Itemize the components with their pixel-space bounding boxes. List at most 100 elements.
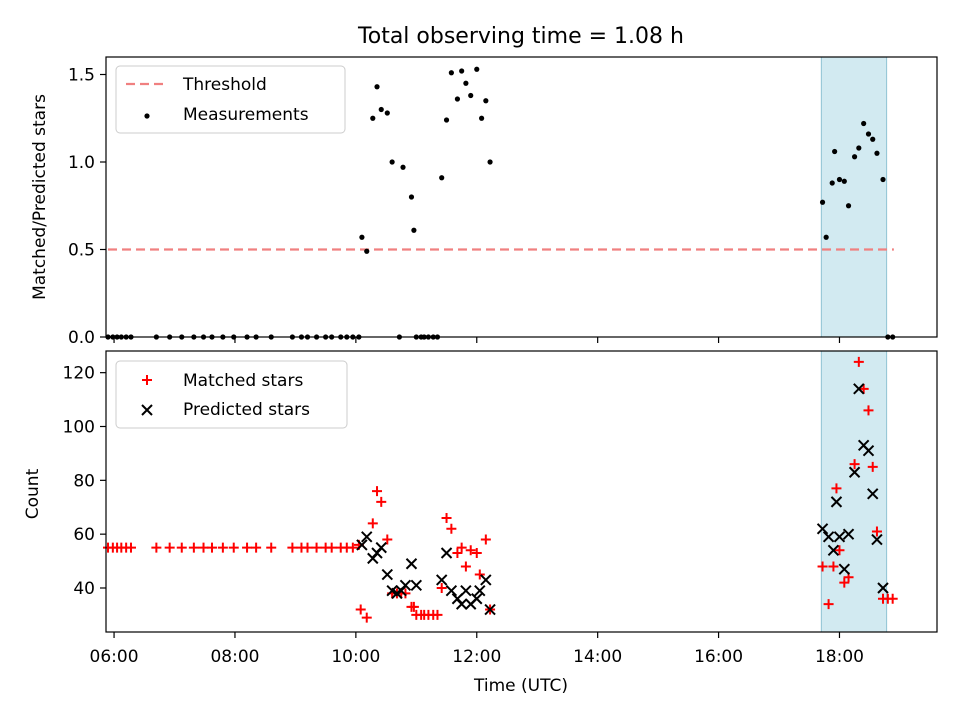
matched-star-marker — [164, 542, 175, 553]
matched-star-marker — [376, 496, 387, 507]
measurement-point — [845, 203, 852, 209]
legend-measurement-swatch — [144, 113, 150, 119]
predicted-star-marker — [440, 547, 453, 559]
matched-star-marker — [887, 593, 898, 604]
count-x-tick-label: 10:00 — [331, 647, 380, 667]
matched-star-marker — [228, 542, 239, 553]
legend-matched-label: Matched stars — [183, 371, 303, 391]
measurement-point — [374, 84, 380, 90]
matched-stars-points — [103, 356, 898, 623]
matched-star-marker — [125, 542, 136, 553]
measurement-point — [378, 106, 384, 113]
matched-star-marker — [242, 542, 253, 553]
legend-box — [115, 360, 348, 429]
measurement-point — [408, 194, 415, 200]
measurement-point — [823, 234, 829, 240]
predicted-star-marker — [484, 603, 496, 616]
measurement-point — [411, 227, 417, 233]
matched-star-marker — [817, 561, 828, 572]
count-x-tick-label: 06:00 — [90, 647, 139, 667]
predicted-star-marker — [838, 563, 851, 575]
predicted-star-marker — [405, 558, 418, 570]
matched-star-marker — [871, 526, 882, 537]
ratio-axes: 0.0 0.5 1.0 1.5 — [68, 56, 938, 348]
predicted-star-marker — [871, 533, 883, 546]
predicted-star-marker — [822, 531, 835, 543]
matched-star-marker — [831, 483, 842, 494]
predicted-star-marker — [471, 593, 483, 605]
predicted-star-marker — [410, 579, 423, 592]
predicted-star-marker — [877, 582, 889, 594]
legend-predicted-swatch — [141, 404, 153, 416]
count-x-tick-label: 16:00 — [694, 647, 743, 667]
measurement-point — [819, 199, 826, 205]
measurement-point — [870, 136, 876, 142]
measurement-point — [364, 248, 370, 254]
measurement-point — [459, 68, 465, 74]
measurement-point — [443, 117, 450, 123]
measurement-point — [359, 234, 365, 240]
count-y-tick-label: 40 — [73, 579, 95, 599]
predicted-star-marker — [848, 466, 861, 478]
predicted-star-marker — [827, 544, 840, 557]
measurement-point — [463, 80, 469, 86]
x-axis-label: Time (UTC) — [473, 676, 568, 696]
legend-measurement-label: Measurements — [183, 105, 309, 125]
ratio-y-tick-label: 0.0 — [68, 328, 95, 348]
matched-star-marker — [367, 518, 378, 529]
measurement-point — [865, 131, 872, 137]
predicted-star-marker — [460, 584, 472, 597]
matched-star-marker — [446, 523, 457, 534]
measurement-point — [389, 159, 395, 165]
predicted-star-marker — [399, 579, 412, 592]
predicted-star-marker — [375, 541, 387, 554]
predicted-star-marker — [842, 528, 855, 540]
matched-star-marker — [188, 542, 199, 553]
measurement-point — [832, 148, 838, 155]
count-x-tick-label: 12:00 — [452, 647, 501, 667]
matched-star-marker — [302, 542, 313, 553]
measurement-point — [468, 92, 474, 99]
legend-matched-swatch — [142, 375, 152, 385]
predicted-star-marker — [435, 574, 448, 586]
matched-star-marker — [151, 542, 162, 553]
matched-star-marker — [839, 577, 850, 588]
count-y-tick-label: 120 — [63, 364, 95, 384]
matched-star-marker — [441, 513, 452, 524]
predicted-star-marker — [816, 523, 829, 535]
matched-star-marker — [460, 561, 471, 572]
matched-star-marker — [834, 545, 845, 556]
predicted-star-marker — [474, 584, 486, 597]
measurement-point — [448, 70, 454, 76]
predicted-stars-points — [356, 383, 889, 616]
highlight-span — [820, 56, 888, 338]
count-axes: 40 60 80 100 120 06:00 08:00 10:00 12:00 14:00 16:… — [63, 350, 938, 667]
matched-star-marker — [853, 356, 864, 367]
matched-star-marker — [867, 461, 878, 472]
measurement-point — [474, 66, 480, 72]
matched-star-marker — [436, 582, 447, 593]
matched-star-marker — [382, 534, 393, 545]
matched-star-marker — [858, 383, 869, 394]
predicted-star-marker — [862, 445, 875, 457]
legend-predicted-label: Predicted stars — [183, 400, 310, 420]
measurement-point — [370, 115, 376, 121]
matched-star-marker — [471, 548, 482, 559]
ratio-legend: Threshold Measurements — [115, 65, 346, 134]
measurement-point — [841, 178, 847, 184]
matched-star-marker — [326, 542, 337, 553]
predicted-star-marker — [445, 584, 458, 597]
count-y-tick-label: 80 — [73, 471, 95, 491]
ratio-y-tick-label: 1.0 — [68, 153, 95, 173]
matched-star-marker — [347, 542, 358, 553]
measurement-point — [483, 98, 489, 104]
matched-star-marker — [355, 604, 366, 615]
ratio-frame — [105, 56, 938, 338]
matched-star-marker — [372, 486, 383, 497]
matched-star-marker — [400, 588, 411, 599]
matched-star-marker — [198, 542, 209, 553]
measurement-point — [384, 110, 390, 116]
measurement-point — [454, 96, 461, 102]
measurement-point — [856, 145, 862, 151]
